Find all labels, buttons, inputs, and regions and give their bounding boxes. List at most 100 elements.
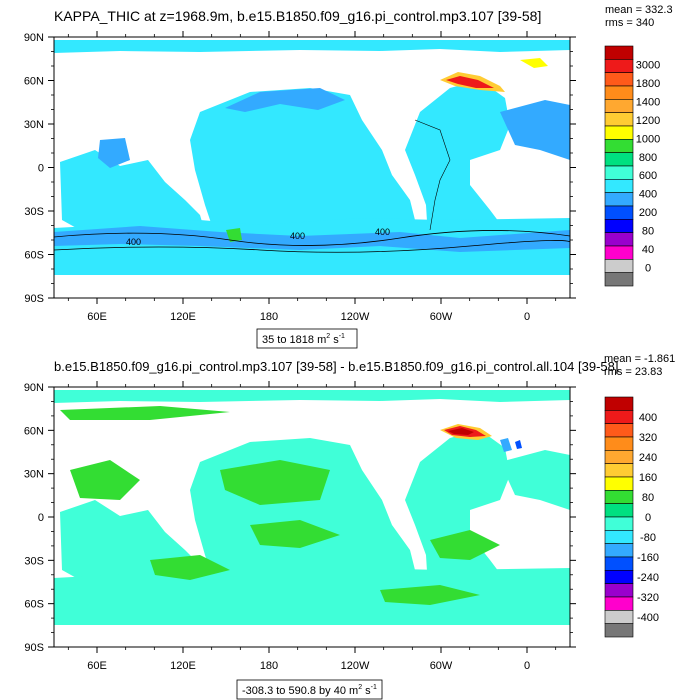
arctic-ocean-2 (54, 390, 570, 403)
colorbar-label: -320 (637, 592, 659, 604)
panel-2-title: b.e15.B1850.f09_g16.pi_control.mp3.107 [… (54, 359, 618, 374)
y-tick-label: 60S (24, 250, 44, 262)
colorbar-swatch (604, 436, 634, 451)
colorbar-swatch (604, 423, 634, 438)
panel-2: b.e15.B1850.f09_g16.pi_control.mp3.107 [… (24, 353, 675, 700)
colorbar-swatch (604, 45, 634, 60)
x-tick-label: 60W (430, 311, 453, 323)
colorbar-swatch (604, 396, 634, 411)
panel-1-axes: 60E 120E 180 120W 60W 0 90N 60N 30N 0 30S 60S 90S (24, 31, 576, 323)
colorbar-swatch (604, 165, 634, 180)
y-tick-label: 30N (24, 469, 44, 481)
colorbar-swatch (604, 152, 634, 167)
panel-2-range-label: -308.3 to 590.8 by 40 m2 s-1 (242, 684, 377, 697)
colorbar-label: 80 (642, 226, 654, 238)
x-tick-label: 120E (170, 311, 196, 323)
panel-1: KAPPA_THIC at z=1968.9m, b.e15.B1850.f09… (24, 4, 673, 349)
colorbar-swatch (604, 596, 634, 611)
colorbar-swatch (604, 192, 634, 207)
y-tick-label: 90S (24, 293, 44, 305)
colorbar-swatch (604, 59, 634, 73)
colorbar-label: 1800 (636, 78, 660, 90)
panel-2-rms: rms = 23.83 (604, 366, 662, 378)
y-tick-label: 90N (24, 382, 44, 394)
x-tick-label: 60W (430, 660, 453, 672)
y-tick-label: 90N (24, 32, 44, 44)
bay-of-bengal (98, 138, 130, 168)
colorbar-label: 240 (639, 452, 657, 464)
colorbar-label: 400 (639, 412, 657, 424)
atlantic-ocean-2 (405, 430, 510, 595)
colorbar-label: 80 (642, 492, 654, 504)
colorbar-label: 0 (645, 512, 651, 524)
colorbar-label: 1400 (636, 96, 660, 108)
colorbar-label: 0 (645, 263, 651, 275)
colorbar-swatch (604, 450, 634, 464)
colorbar-swatch (604, 543, 634, 558)
colorbar-swatch (604, 72, 634, 87)
x-tick-label: 120W (341, 311, 370, 323)
colorbar-swatch (604, 219, 634, 233)
panel-1-range-box (256, 328, 358, 349)
contour-label-1: 400 (126, 237, 141, 247)
x-tick-label: 60E (87, 311, 107, 323)
colorbar-swatch (604, 610, 634, 624)
x-tick-label: 180 (260, 660, 278, 672)
panel-1-range-label: 35 to 1818 m2 s-1 (262, 333, 345, 346)
atlantic-ocean (405, 80, 510, 245)
colorbar-swatch (604, 205, 634, 220)
panel-1-mean: mean = 332.3 (605, 4, 673, 16)
indian-ocean (60, 150, 205, 236)
colorbar-swatch (604, 245, 634, 260)
panel-1-map (54, 37, 570, 298)
colorbar-swatch (604, 490, 634, 504)
colorbar-label: 1200 (636, 115, 660, 127)
southern-ocean-2 (54, 568, 570, 625)
atlantic-east (500, 100, 570, 160)
colorbar-label: 40 (642, 244, 654, 256)
panel-2-mean: mean = -1.861 (604, 353, 675, 365)
y-tick-label: 60N (24, 425, 44, 437)
colorbar-swatch (604, 112, 634, 127)
colorbar-label: 600 (639, 170, 657, 182)
colorbar-label: -80 (640, 532, 656, 544)
colorbar-swatch (604, 476, 634, 491)
colorbar-swatch (604, 179, 634, 193)
colorbar-swatch (604, 503, 634, 518)
colorbar-swatch (604, 570, 634, 584)
colorbar-swatch (604, 139, 634, 153)
colorbar-label: -400 (637, 612, 659, 624)
y-tick-label: 30N (24, 119, 44, 131)
colorbar-swatch (604, 232, 634, 247)
y-tick-label: 0 (38, 512, 44, 524)
colorbar-label: 1000 (636, 133, 660, 145)
colorbar-label: -160 (637, 552, 659, 564)
x-tick-label: 0 (524, 660, 530, 672)
y-tick-label: 60N (24, 76, 44, 88)
x-tick-label: 0 (524, 311, 530, 323)
y-tick-label: 60S (24, 599, 44, 611)
north-pacific (225, 88, 345, 112)
panel-2-axes: 60E 120E 180 120W 60W 0 90N 60N 30N 0 30S 60S 90S (24, 381, 576, 672)
colorbar-swatch (604, 463, 634, 478)
colorbar-swatch (604, 259, 634, 273)
x-tick-label: 120W (341, 660, 370, 672)
x-tick-label: 180 (260, 311, 278, 323)
contour-label-2: 400 (290, 231, 305, 241)
colorbar-swatch (604, 125, 634, 140)
colorbar-label: 200 (639, 207, 657, 219)
contour-label-3: 400 (375, 227, 390, 237)
colorbar-label: 320 (639, 432, 657, 444)
panel-1-title: KAPPA_THIC at z=1968.9m, b.e15.B1850.f09… (54, 8, 541, 24)
y-tick-label: 90S (24, 642, 44, 654)
atlantic-east-2 (500, 450, 570, 510)
arctic-ocean (54, 40, 570, 53)
panel-2-range-box (236, 679, 383, 700)
x-tick-label: 120E (170, 660, 196, 672)
pacific-ocean (190, 88, 420, 250)
colorbar-label: 400 (639, 189, 657, 201)
colorbar-swatch (604, 556, 634, 571)
y-tick-label: 30S (24, 555, 44, 567)
